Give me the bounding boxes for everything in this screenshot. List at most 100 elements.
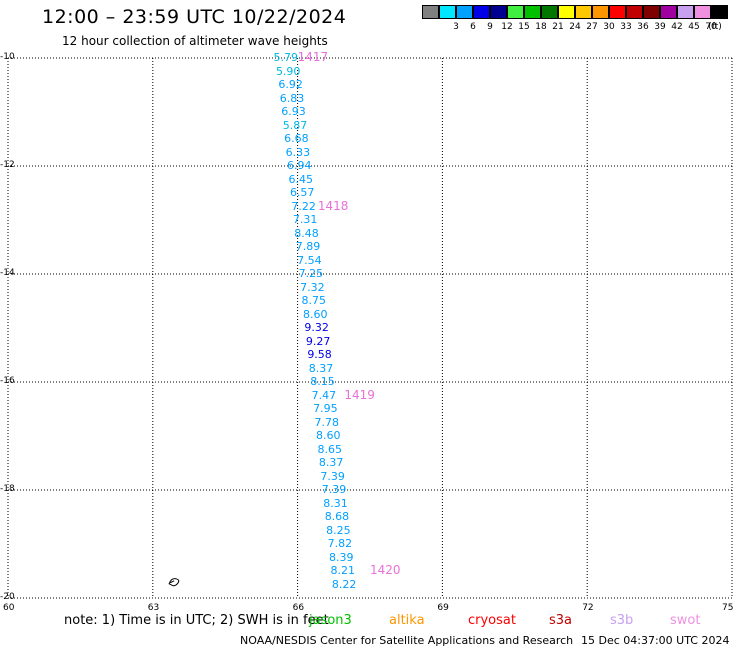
scale-label: 33	[620, 22, 632, 32]
time-label: 1418	[317, 198, 349, 213]
wave-height-value: 7.22	[291, 199, 316, 213]
scale-swatch	[575, 5, 592, 19]
generated-timestamp: 15 Dec 04:37:00 UTC 2024	[581, 634, 730, 647]
wave-height-value: 6.57	[289, 186, 315, 199]
longitude-tick-label: 72	[582, 603, 594, 613]
scale-swatch	[592, 5, 609, 19]
wave-height-value: 7.78	[314, 415, 340, 429]
scale-swatch	[643, 5, 660, 19]
wave-height-value: 8.68	[324, 510, 350, 523]
scale-swatch	[694, 5, 711, 19]
wave-height-value: 6.94	[287, 159, 312, 172]
wave-height-value: 7.39	[320, 469, 345, 483]
wave-height-value: 8.75	[301, 294, 327, 307]
wave-height-value: 7.25	[298, 267, 324, 280]
scale-swatch	[524, 5, 541, 19]
scale-label: 6	[470, 22, 476, 32]
time-label: 1419	[344, 387, 375, 402]
scale-label: 27	[586, 22, 598, 32]
latitude-tick-label: -14	[0, 268, 15, 278]
scale-label: 24	[569, 22, 581, 32]
latitude-tick-label: -16	[0, 376, 15, 386]
scale-label: 45	[688, 22, 700, 32]
scale-label: 39	[654, 22, 666, 32]
wave-height-value: 8.37	[318, 456, 344, 469]
wave-height-value: 5.79	[273, 51, 299, 64]
satellite-legend-item: jason3	[309, 613, 352, 628]
wave-height-value: 9.32	[304, 321, 329, 334]
satellite-legend-item: s3b	[610, 613, 634, 628]
scale-label: 30	[603, 22, 615, 32]
wave-height-value: 8.65	[317, 442, 342, 456]
longitude-tick-label: 66	[292, 603, 305, 613]
satellite-legend-item: altika	[389, 613, 425, 628]
page-title: 12:00 – 23:59 UTC 10/22/2024	[42, 6, 347, 28]
latitude-tick-label: -10	[0, 52, 15, 62]
wave-height-value: 7.82	[327, 537, 353, 550]
wave-height-value: 8.48	[294, 226, 319, 240]
scale-swatch	[507, 5, 524, 19]
footer-note: note: 1) Time is in UTC; 2) SWH is in fe…	[64, 613, 329, 628]
wave-height-value: 8.60	[302, 307, 328, 321]
wave-height-value: 6.68	[284, 132, 309, 145]
scale-swatch	[626, 5, 643, 19]
scale-swatch	[456, 5, 473, 19]
scale-swatch	[439, 5, 456, 19]
wave-height-value: 7.89	[295, 240, 321, 253]
wave-height-value: 8.37	[308, 361, 334, 375]
wave-height-value: 5.90	[275, 64, 301, 78]
wave-height-value: 9.27	[305, 334, 331, 348]
scale-swatch	[711, 5, 728, 19]
scale-label: 70	[705, 22, 717, 32]
credit-text: NOAA/NESDIS Center for Satellite Applica…	[240, 634, 574, 647]
longitude-tick-label: 63	[147, 603, 160, 613]
scale-label: 15	[518, 22, 530, 32]
wave-height-value: 7.31	[292, 213, 318, 226]
scale-swatch	[473, 5, 490, 19]
wave-height-value: 6.33	[285, 145, 311, 159]
wave-height-value: 7.32	[300, 280, 325, 294]
scale-label: 21	[552, 22, 564, 32]
scale-label: 18	[535, 22, 547, 32]
scale-swatch	[660, 5, 677, 19]
page-subtitle: 12 hour collection of altimeter wave hei…	[62, 34, 328, 48]
wave-height-value: 7.54	[297, 253, 322, 267]
scale-swatch	[609, 5, 626, 19]
scale-swatch	[490, 5, 507, 19]
scale-label: 12	[501, 22, 513, 32]
wave-height-value: 8.60	[316, 429, 341, 442]
scale-unit: (ft)	[708, 22, 722, 32]
wave-height-value: 8.21	[330, 564, 355, 577]
longitude-tick-label: 75	[722, 603, 734, 613]
wave-height-value: 9.58	[307, 348, 332, 361]
scale-label: 3	[453, 22, 459, 32]
latitude-tick-label: -20	[0, 592, 15, 602]
wave-height-value: 6.45	[288, 172, 313, 186]
scale-swatch	[541, 5, 558, 19]
latitude-tick-label: -12	[0, 160, 15, 170]
island-outline	[168, 578, 180, 587]
map-plot-area	[7, 57, 733, 599]
longitude-tick-label: 69	[437, 603, 449, 613]
latitude-tick-label: -18	[0, 484, 15, 494]
satellite-legend-item: s3a	[549, 613, 573, 628]
wave-height-value: 8.39	[329, 550, 354, 564]
wave-height-value: 8.31	[323, 496, 348, 510]
wave-height-value: 5.87	[282, 118, 308, 132]
wave-height-value: 8.15	[310, 375, 335, 388]
wave-height-value: 8.25	[326, 523, 351, 537]
wave-height-value: 7.47	[311, 388, 337, 402]
scale-label: 36	[637, 22, 649, 32]
wave-height-value: 6.93	[281, 105, 306, 118]
scale-swatch	[558, 5, 575, 19]
longitude-tick-label: 60	[3, 603, 15, 613]
map-grid	[7, 57, 733, 599]
satellite-legend-item: cryosat	[468, 613, 516, 628]
scale-label: 42	[671, 22, 683, 32]
wave-height-value: 6.92	[278, 78, 303, 91]
wave-height-value: 8.22	[331, 577, 357, 591]
scale-swatch	[677, 5, 694, 19]
wave-height-value: 7.95	[313, 402, 338, 415]
scale-swatch	[422, 5, 439, 19]
satellite-legend-item: swot	[670, 613, 701, 628]
